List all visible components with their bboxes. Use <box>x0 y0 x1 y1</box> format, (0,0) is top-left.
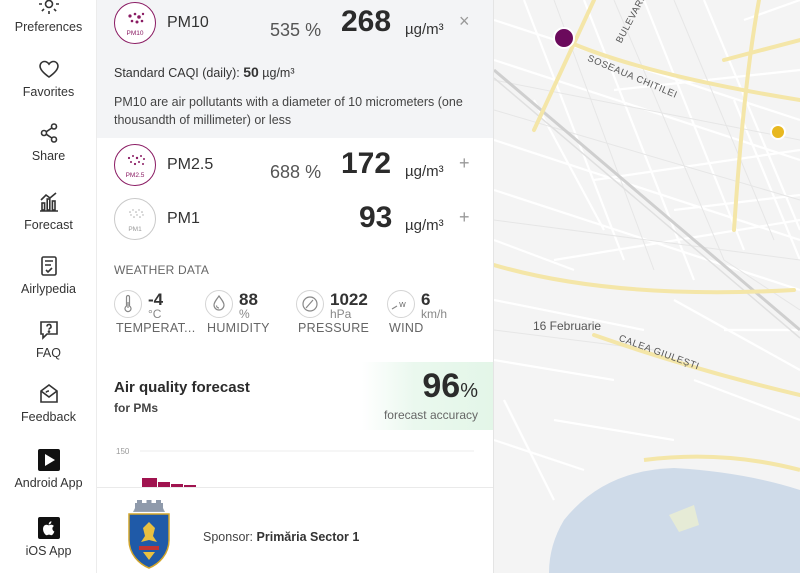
forecast-accuracy-label: forecast accuracy <box>383 408 478 422</box>
pressure-value: 1022 <box>330 290 368 309</box>
pm1-row[interactable]: PM1 PM1 93 µg/m³ + <box>97 196 493 246</box>
pm25-name: PM2.5 <box>167 156 214 173</box>
pm1-expand-button[interactable]: + <box>459 207 470 227</box>
humidity-value: 88 <box>239 290 258 309</box>
map-view[interactable]: BULEVARD SOSEAUA CHITILEI 16 Februarie C… <box>494 0 800 573</box>
nav-label: Feedback <box>21 410 76 424</box>
wind-compass-icon: W <box>387 290 415 318</box>
pm1-name: PM1 <box>167 210 200 227</box>
forecast-accuracy-value: 96% <box>422 367 478 405</box>
pm10-expanded-card: PM10 PM10 535 % 268 µg/m³ × Standard CAQ… <box>97 0 493 138</box>
nav-airlypedia[interactable]: Airlypedia <box>0 254 97 296</box>
nav-label: Favorites <box>22 85 75 99</box>
pm25-badge-label: PM2.5 <box>125 172 145 179</box>
pressure-unit: hPa <box>330 307 352 321</box>
pm10-percent: 535 % <box>270 20 322 40</box>
forecast-bar[interactable] <box>171 484 183 488</box>
sponsor-bar: Sponsor: Primăria Sector 1 <box>97 487 493 573</box>
apple-icon <box>37 516 61 540</box>
pm10-value: 268 <box>341 5 392 38</box>
pm10-name: PM10 <box>167 14 209 31</box>
map-label-16-februarie: 16 Februarie <box>533 319 602 333</box>
pm10-row[interactable]: PM10 PM10 535 % 268 µg/m³ × <box>97 0 493 50</box>
pm25-value: 172 <box>341 147 392 180</box>
temperature-value: -4 <box>148 290 164 309</box>
pm10-unit: µg/m³ <box>405 21 444 38</box>
nav-label: Airlypedia <box>21 282 76 296</box>
pm1-badge-icon: PM1 <box>114 198 156 240</box>
pm1-value: 93 <box>359 201 393 234</box>
temperature-label: TEMPERAT... <box>116 321 196 335</box>
nav-favorites[interactable]: Favorites <box>0 57 97 99</box>
feedback-icon <box>37 382 61 406</box>
thermometer-icon <box>114 290 142 318</box>
question-icon <box>37 318 61 342</box>
pm25-badge-icon: PM2.5 <box>114 144 156 186</box>
bar-chart-icon <box>37 190 61 214</box>
nav-label: Forecast <box>24 218 73 232</box>
sensor-marker-yellow[interactable] <box>770 124 786 140</box>
nav-preferences[interactable]: Preferences <box>0 0 97 34</box>
wind-unit: km/h <box>421 307 448 321</box>
share-icon <box>37 121 61 145</box>
pm1-unit: µg/m³ <box>405 217 444 234</box>
book-icon <box>37 254 61 278</box>
forecast-bar[interactable] <box>158 482 170 488</box>
pm25-percent: 688 % <box>270 162 322 182</box>
nav-label: Android App <box>14 476 83 490</box>
gear-icon <box>37 0 61 16</box>
wind-value: 6 <box>421 290 431 309</box>
humidity-label: HUMIDITY <box>207 321 270 335</box>
forecast-accuracy: 96% forecast accuracy <box>362 362 493 430</box>
humidity-unit: % <box>239 307 250 321</box>
nav-share[interactable]: Share <box>0 121 97 163</box>
pm25-unit: µg/m³ <box>405 163 444 180</box>
pm25-row[interactable]: PM2.5 PM2.5 688 % 172 µg/m³ + <box>97 142 493 192</box>
wind-label: WIND <box>389 321 424 335</box>
nav-forecast[interactable]: Forecast <box>0 190 97 232</box>
weather-section-title: WEATHER DATA <box>114 263 210 277</box>
nav-label: Share <box>31 149 66 163</box>
pressure-label: PRESSURE <box>298 321 370 335</box>
forecast-bar[interactable] <box>142 478 157 488</box>
temperature-unit: °C <box>148 307 162 321</box>
forecast-chart: 150 <box>116 447 474 488</box>
sector-1-crest-icon <box>128 500 170 569</box>
pm25-expand-button[interactable]: + <box>459 153 470 173</box>
forecast-bar[interactable] <box>184 485 196 488</box>
measurement-panel: PM10 PM10 535 % 268 µg/m³ × Standard CAQ… <box>97 0 494 573</box>
pm10-badge-icon: PM10 <box>114 2 156 44</box>
nav-android-app[interactable]: Android App <box>0 448 97 490</box>
left-nav: Preferences Favorites Share Forecast Air… <box>0 0 97 573</box>
google-play-icon <box>37 448 61 472</box>
nav-feedback[interactable]: Feedback <box>0 382 97 424</box>
caqi-value: 50 <box>243 64 259 80</box>
sponsor-name: Primăria Sector 1 <box>256 530 360 544</box>
forecast-title: Air quality forecast <box>114 379 250 396</box>
nav-ios-app[interactable]: iOS App <box>0 516 97 558</box>
pm10-badge-label: PM10 <box>126 30 144 37</box>
droplet-icon <box>205 290 233 318</box>
sponsor-text: Sponsor: Primăria Sector 1 <box>203 530 360 544</box>
nav-label: FAQ <box>35 346 61 360</box>
nav-label: Preferences <box>14 20 83 34</box>
sensor-marker-purple[interactable] <box>553 27 575 49</box>
forecast-subtitle: for PMs <box>114 401 159 415</box>
pm10-collapse-button[interactable]: × <box>459 11 470 31</box>
svg-text:W: W <box>399 301 406 309</box>
heart-icon <box>37 57 61 81</box>
pm10-description: PM10 are air pollutants with a diameter … <box>114 95 463 127</box>
caqi-line: Standard CAQI (daily): 50 µg/m³ <box>114 64 295 80</box>
gauge-icon <box>296 290 324 318</box>
map-canvas[interactable] <box>494 0 800 573</box>
forecast-axis-tick: 150 <box>116 447 130 456</box>
nav-label: iOS App <box>25 544 72 558</box>
nav-faq[interactable]: FAQ <box>0 318 97 360</box>
pm1-badge-label: PM1 <box>128 226 142 233</box>
